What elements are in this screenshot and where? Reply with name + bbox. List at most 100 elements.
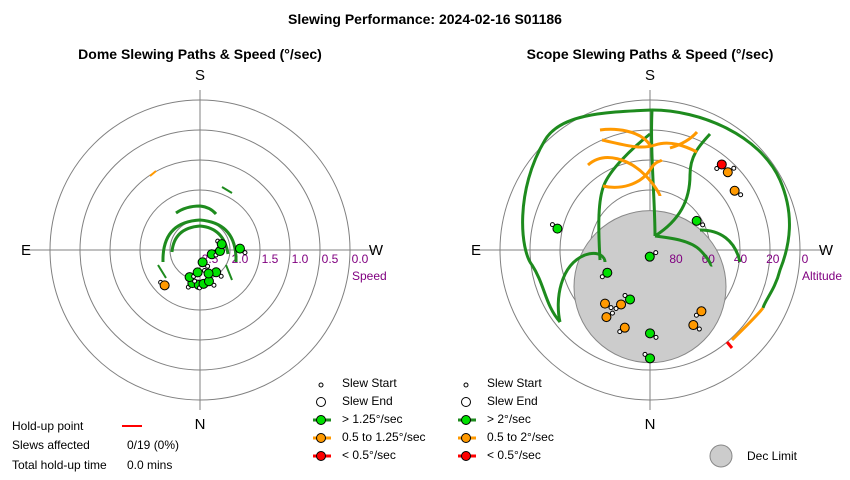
scope-cardinal-bottom: N — [645, 416, 656, 433]
legend-end-marker — [461, 397, 471, 407]
dome-cardinal-top: S — [195, 67, 205, 84]
scope-path — [654, 234, 713, 267]
slew-end-point — [601, 312, 612, 323]
legend-label: Dec Limit — [747, 449, 798, 463]
dome-radial-ticks: 2.5 2.0 1.5 1.0 0.5 0.0 — [202, 252, 369, 266]
scope-polar-chart: Scope Slewing Paths & Speed (°/sec) S N … — [471, 46, 842, 433]
slew-end-point — [716, 159, 727, 170]
legend-label: Slew End — [487, 394, 538, 408]
dome-path — [149, 170, 157, 177]
slew-end-point — [619, 322, 630, 333]
scope-cardinal-right: W — [819, 242, 834, 259]
radial-tick-label: 20 — [766, 252, 780, 266]
legend-label: Slew Start — [487, 376, 542, 390]
slew-end-point — [696, 306, 707, 317]
dome-slew-points — [158, 238, 248, 291]
legend-label: Slew Start — [342, 376, 397, 390]
total-holdup-value: 0.0 mins — [127, 458, 172, 472]
slew-end-point — [552, 223, 563, 234]
slew-end-point — [688, 320, 699, 331]
scope-path — [669, 130, 699, 150]
total-holdup-label: Total hold-up time — [12, 458, 107, 472]
legend-start-marker — [318, 382, 324, 388]
slew-end-point — [722, 167, 733, 178]
legend-label: > 2°/sec — [487, 412, 531, 426]
legend-label: 0.5 to 1.25°/sec — [342, 430, 426, 444]
dome-axis-label: Speed — [352, 269, 387, 283]
holdup-summary: Hold-up point Slews affected 0/19 (0%) T… — [12, 419, 179, 472]
scope-legend: Slew Start Slew End > 2°/sec 0.5 to 2°/s… — [458, 376, 798, 468]
slew-start-point — [700, 222, 706, 228]
dome-path — [225, 264, 233, 281]
radial-tick-label: 1.0 — [292, 252, 309, 266]
figure-title: Slewing Performance: 2024-02-16 S01186 — [288, 11, 562, 27]
dec-limit-region — [573, 210, 727, 364]
slew-start-point — [738, 192, 744, 198]
legend-label: 0.5 to 2°/sec — [487, 430, 554, 444]
dome-cardinal-bottom: N — [195, 416, 206, 433]
slew-start-point — [731, 165, 737, 171]
scope-path — [602, 158, 664, 189]
scope-path — [521, 108, 653, 323]
slew-end-point — [192, 267, 203, 278]
legend-end-marker — [316, 397, 326, 407]
legend-marker — [461, 415, 471, 425]
holdup-point-label: Hold-up point — [12, 419, 84, 433]
slew-start-point — [608, 305, 614, 311]
dome-cardinal-left: E — [21, 242, 31, 259]
scope-path — [556, 251, 607, 323]
dome-legend: Slew Start Slew End > 1.25°/sec 0.5 to 1… — [313, 376, 426, 462]
legend-marker — [461, 433, 471, 443]
dome-path — [175, 204, 218, 216]
slew-end-point — [159, 280, 170, 291]
slew-end-point — [729, 185, 740, 196]
legend-label: < 0.5°/sec — [487, 448, 541, 462]
legend-marker — [316, 451, 326, 461]
scope-path — [654, 132, 712, 238]
legend-dec-limit-marker — [709, 444, 733, 468]
slew-end-point — [216, 239, 227, 250]
dome-chart-title: Dome Slewing Paths & Speed (°/sec) — [78, 46, 322, 62]
slew-end-point — [645, 353, 655, 364]
scope-path — [699, 228, 742, 263]
scope-axis-label: Altitude — [802, 269, 842, 283]
scope-path — [599, 127, 652, 146]
slew-start-point — [609, 310, 615, 316]
slew-end-point — [203, 268, 214, 279]
scope-path — [730, 307, 765, 342]
legend-start-marker — [463, 382, 469, 388]
legend-label: > 1.25°/sec — [342, 412, 403, 426]
dome-path-arc — [161, 218, 238, 263]
scope-path — [650, 109, 657, 237]
slew-end-point — [602, 267, 613, 278]
dome-path — [221, 186, 233, 194]
dome-grid — [25, 90, 375, 410]
legend-marker — [316, 415, 326, 425]
radial-tick-label: 0 — [802, 252, 809, 266]
slew-end-point — [197, 257, 208, 268]
legend-marker — [316, 433, 326, 443]
radial-tick-label: 1.5 — [262, 252, 279, 266]
dome-slew-paths — [149, 170, 238, 281]
legend-label: Slew End — [342, 394, 393, 408]
slews-affected-value: 0/19 (0%) — [127, 438, 179, 452]
dome-cardinal-right: W — [369, 242, 384, 259]
slew-end-point — [616, 299, 627, 310]
legend-label: < 0.5°/sec — [342, 448, 396, 462]
slew-start-point — [653, 250, 659, 256]
scope-path — [601, 138, 698, 154]
dome-path — [157, 264, 167, 279]
scope-cardinal-top: S — [645, 67, 655, 84]
scope-chart-title: Scope Slewing Paths & Speed (°/sec) — [527, 46, 774, 62]
scope-slew-points — [549, 159, 744, 364]
slew-start-point — [696, 326, 702, 332]
scope-slew-paths — [521, 108, 791, 349]
slew-end-point — [644, 251, 655, 262]
dome-polar-chart: Dome Slewing Paths & Speed (°/sec) S N E… — [21, 46, 387, 433]
slew-end-point — [234, 243, 245, 254]
radial-tick-label: 0.5 — [322, 252, 339, 266]
radial-tick-label: 80 — [669, 252, 683, 266]
slew-end-point — [600, 298, 611, 309]
slew-end-point — [625, 294, 636, 305]
